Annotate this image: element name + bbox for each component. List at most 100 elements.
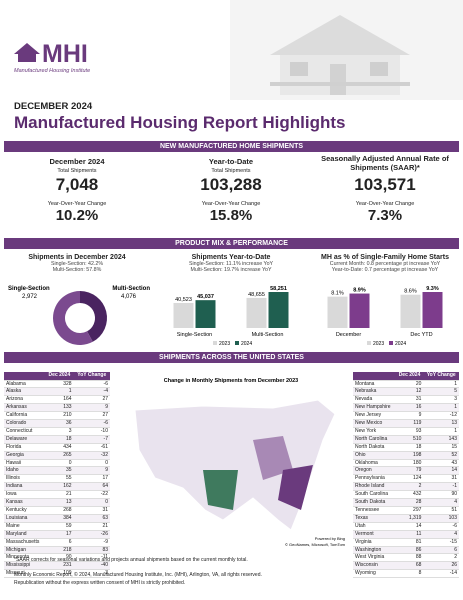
share-header: MH as % of Single-Family Home Starts Cur… [308,254,462,273]
category-label: Multi-Section [252,332,284,338]
table-cell: Idaho [4,466,46,476]
table-cell: 17 [45,530,74,539]
table-row: Rhode Island 2 -1 [353,482,459,492]
table-cell: 14 [395,522,424,531]
table-cell: Arizona [4,395,46,405]
chart-note: Single-Section: 42.2% [50,261,104,267]
table-cell: Colorado [4,419,46,428]
table-cell: 59 [45,522,74,531]
table-row: Maryland 17 -26 [4,530,110,539]
table-cell: Arkansas [4,403,46,413]
table-header: Dec 2024 YoY Change [4,372,110,381]
table-row: Florida 434 -61 [4,443,110,452]
kpi: December 2024 Total Shipments 7,048 Year-Ov… [0,157,154,224]
table-cell: 11 [395,530,424,539]
table-cell: 90 [45,553,74,563]
category-label: Single-Section [177,332,212,338]
table-row: Oregon 79 14 [353,466,459,476]
table-row: Vermont 11 4 [353,530,459,539]
table-cell: South Carolina [353,490,396,500]
bar [327,296,348,328]
bar [400,294,421,328]
table-cell: Florida [4,443,46,452]
table-row: Montana 20 1 [353,380,459,389]
table-cell: 14 [423,466,459,476]
table-cell: 9 [395,411,424,421]
table-cell: 432 [395,490,424,500]
report-title: Manufactured Housing Report Highlights [14,113,346,132]
table-cell: 231 [45,561,74,571]
table-row: Virginia 81 -15 [353,538,459,547]
table-cell: Kentucky [4,506,46,515]
state-table: Dec 2024 YoY Change Alabama 328 -6 Alaska 1 -4 A… [4,372,110,579]
table-cell: 103 [423,514,459,523]
table-cell: -6 [73,380,110,389]
table-cell: 265 [45,451,74,460]
table-cell: -32 [73,451,110,460]
table-cell: 28 [395,498,424,507]
table-cell: 51 [423,506,459,515]
table-cell: 26 [423,561,459,571]
table-row: North Dakota 18 15 [353,443,459,452]
table-row: California 210 27 [4,411,110,421]
slice-value: 4,076 [121,294,137,300]
table-cell: Pennsylvania [353,474,396,484]
table-cell: Michigan [4,546,46,555]
chart-title: Shipments in December 2024 [28,254,126,261]
table-cell: 13 [45,498,74,507]
table-cell: 2 [395,482,424,492]
table-cell: Nebraska [353,387,396,397]
table-cell: 31 [73,506,110,515]
bar [349,293,370,328]
table-row: South Carolina 432 90 [353,490,459,500]
table-cell: 8 [395,569,424,579]
table-row: Wisconsin 68 26 [353,561,459,571]
table-cell: 1,319 [395,514,424,523]
table-cell: 18 [45,435,74,444]
legend-label: 2024 [395,341,406,347]
table-cell: 18 [395,443,424,452]
table-row: Delaware 18 -7 [4,435,110,444]
bar [268,292,289,328]
table-cell: Kansas [4,498,46,507]
table-cell: 218 [45,546,74,555]
category-label: December [336,332,362,338]
table-cell: 17 [73,474,110,484]
table-cell: 20 [395,380,424,389]
table-cell: 1 [423,380,459,389]
table-row: Missouri 109 -3 [4,569,110,579]
chart-note: Multi-Section: 19.7% increase YoY [190,267,272,273]
table-cell: Wyoming [353,569,396,579]
table-row: Ohio 198 52 [353,451,459,460]
table-cell: 0 [73,498,110,507]
table-row: Maine 59 21 [4,522,110,531]
table-cell: Hawaii [4,459,46,468]
map: Change in Monthly Shipments from Decembe… [113,370,350,554]
table-cell: 297 [395,506,424,515]
table-cell: 162 [45,482,74,492]
legend-label: 2023 [219,341,230,347]
chart-note: Multi-Section: 57.8% [52,267,102,273]
bar-label: 8.1% [331,291,344,297]
bar-label: 8.6% [404,289,417,295]
table-cell: 328 [45,380,74,389]
legend-label: 2024 [241,341,252,347]
chart-note: Year-to-Date: 0.7 percentage pt increase… [331,267,439,273]
chart-title: MH as % of Single-Family Home Starts [321,254,449,261]
table-cell: North Dakota [353,443,396,452]
table-cell: 43 [423,459,459,468]
table-cell: 63 [73,514,110,523]
table-cell: 93 [395,427,424,436]
bar-label: 58,251 [270,286,287,292]
table-row: Alaska 1 -4 [4,387,110,397]
table-cell: -3 [73,569,110,579]
table-row: Nevada 31 3 [353,395,459,405]
table-cell: Washington [353,546,396,555]
share-chart: 8.1% 8.9% December 8.6% 9.3% Dec YTD 2023 2024 [327,286,443,347]
table-cell: 268 [45,506,74,515]
table-row: Kansas 13 0 [4,498,110,507]
table-cell: 0 [73,459,110,468]
table-cell: 13 [423,419,459,428]
table-row: Idaho 35 9 [4,466,110,476]
table-cell: 79 [395,466,424,476]
